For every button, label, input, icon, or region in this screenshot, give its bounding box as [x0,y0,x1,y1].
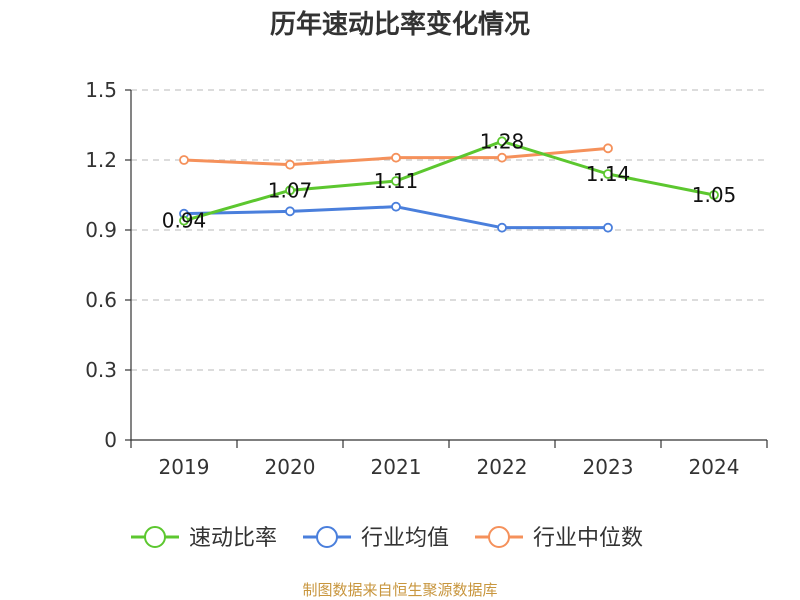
x-tick-label: 2022 [477,455,528,479]
legend-marker [316,526,338,548]
chart-title: 历年速动比率变化情况 [270,9,530,40]
data-label: 0.94 [162,209,207,233]
y-tick-label: 0.9 [85,218,117,242]
legend-label: 行业中位数 [533,526,643,551]
data-point [603,222,613,233]
data-point [285,159,295,170]
data-label: 1.11 [374,169,419,193]
data-point [285,185,295,196]
data-point [497,222,507,233]
data-point [603,143,613,154]
y-tick-label: 0.6 [85,288,117,312]
data-point [391,201,401,212]
data-labels: 0.94 1.07 1.11 1.28 1.14 1.05 [162,129,737,232]
legend-label: 速动比率 [189,526,277,551]
legend-label: 行业均值 [361,526,449,551]
data-point [603,169,613,179]
y-tick-label: 1.5 [85,78,117,102]
x-tick-label: 2023 [583,455,634,479]
data-label: 1.28 [480,129,525,153]
data-label: 1.14 [586,162,631,186]
x-tick-label: 2019 [159,455,210,479]
x-tick-label: 2021 [371,455,422,479]
legend-item[interactable]: 行业中位数 [475,526,643,551]
data-point [391,152,401,163]
series-lines [179,136,719,233]
x-tick-label: 2020 [265,455,316,479]
y-tick-label: 0.3 [85,358,117,382]
data-point [497,136,507,147]
series-line [183,139,715,223]
x-tick-label: 2024 [689,455,740,479]
legend-marker [488,526,510,548]
legend-marker [144,526,166,548]
legend: 速动比率 行业均值 行业中位数 [131,526,643,551]
data-label: 1.05 [692,183,737,207]
legend-item[interactable]: 行业均值 [303,526,449,551]
data-point [709,190,719,200]
y-tick-label: 1.2 [85,148,117,172]
data-label: 1.07 [268,178,313,202]
data-point [179,155,189,165]
data-point [391,176,401,186]
source-note: 制图数据来自恒生聚源数据库 [302,581,497,599]
y-tick-label: 0 [104,428,117,452]
axes: 0 0.3 0.6 0.9 1.2 1.5 2019 2020 2021 2022 2023 2024 [85,78,768,479]
data-point [285,206,295,217]
legend-item[interactable]: 速动比率 [131,526,277,551]
data-point [497,152,507,163]
data-point [179,215,189,226]
grid-lines [131,89,767,371]
